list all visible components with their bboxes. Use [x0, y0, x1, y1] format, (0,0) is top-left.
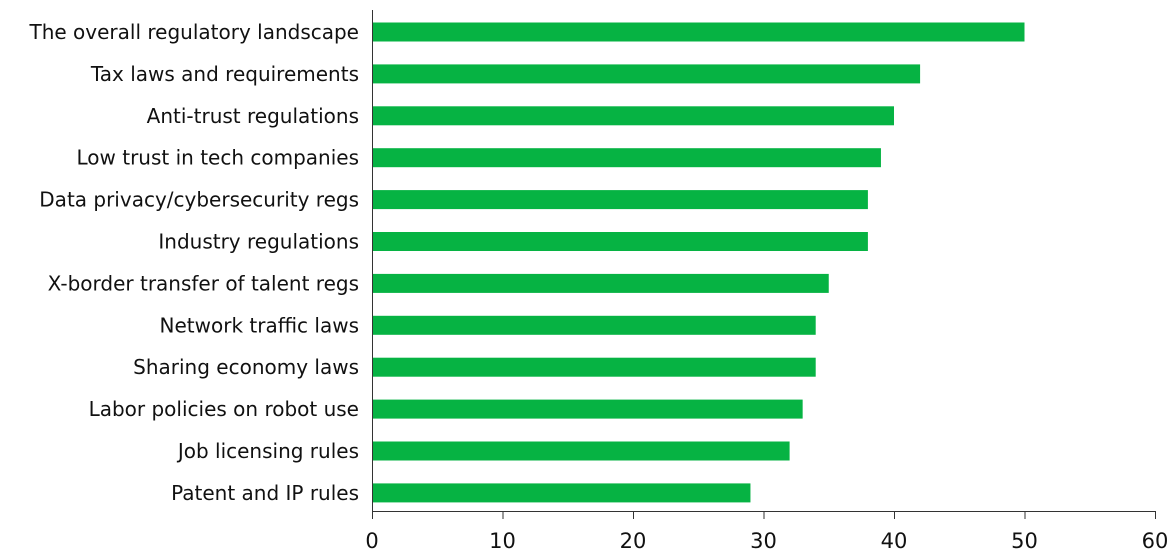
category-label: Patent and IP rules — [171, 481, 359, 505]
x-tick-label: 40 — [881, 529, 908, 553]
bar — [372, 22, 1025, 42]
x-axis-ticks: 0 10 20 30 40 50 60 — [365, 511, 1168, 553]
category-labels: The overall regulatory landscape Tax laws… — [28, 20, 359, 505]
bar — [372, 273, 829, 293]
bar — [372, 315, 816, 335]
x-tick-label: 30 — [750, 529, 777, 553]
bar — [372, 148, 881, 168]
category-label: Sharing economy laws — [133, 355, 359, 379]
category-label: X-border transfer of talent regs — [48, 271, 359, 295]
category-label: Industry regulations — [158, 230, 359, 254]
category-label: Low trust in tech companies — [77, 146, 360, 170]
bar — [372, 441, 790, 461]
x-tick-label: 50 — [1011, 529, 1038, 553]
bar — [372, 64, 921, 84]
category-label: Job licensing rules — [176, 439, 359, 463]
bar — [372, 357, 816, 377]
bar — [372, 106, 894, 126]
axes — [372, 10, 1156, 512]
x-tick-label: 60 — [1142, 529, 1169, 553]
category-label: Labor policies on robot use — [89, 397, 359, 421]
category-label: Data privacy/cybersecurity regs — [39, 188, 359, 212]
bar — [372, 190, 868, 210]
category-label: Tax laws and requirements — [90, 62, 359, 86]
bar — [372, 483, 751, 503]
x-tick-label: 0 — [365, 529, 378, 553]
category-label: Network traffic laws — [160, 313, 359, 337]
category-label: The overall regulatory landscape — [28, 20, 359, 44]
x-tick-label: 10 — [489, 529, 516, 553]
bars — [372, 22, 1025, 503]
bar — [372, 399, 803, 419]
bar — [372, 232, 868, 251]
x-tick-label: 20 — [620, 529, 647, 553]
category-label: Anti-trust regulations — [147, 104, 359, 128]
